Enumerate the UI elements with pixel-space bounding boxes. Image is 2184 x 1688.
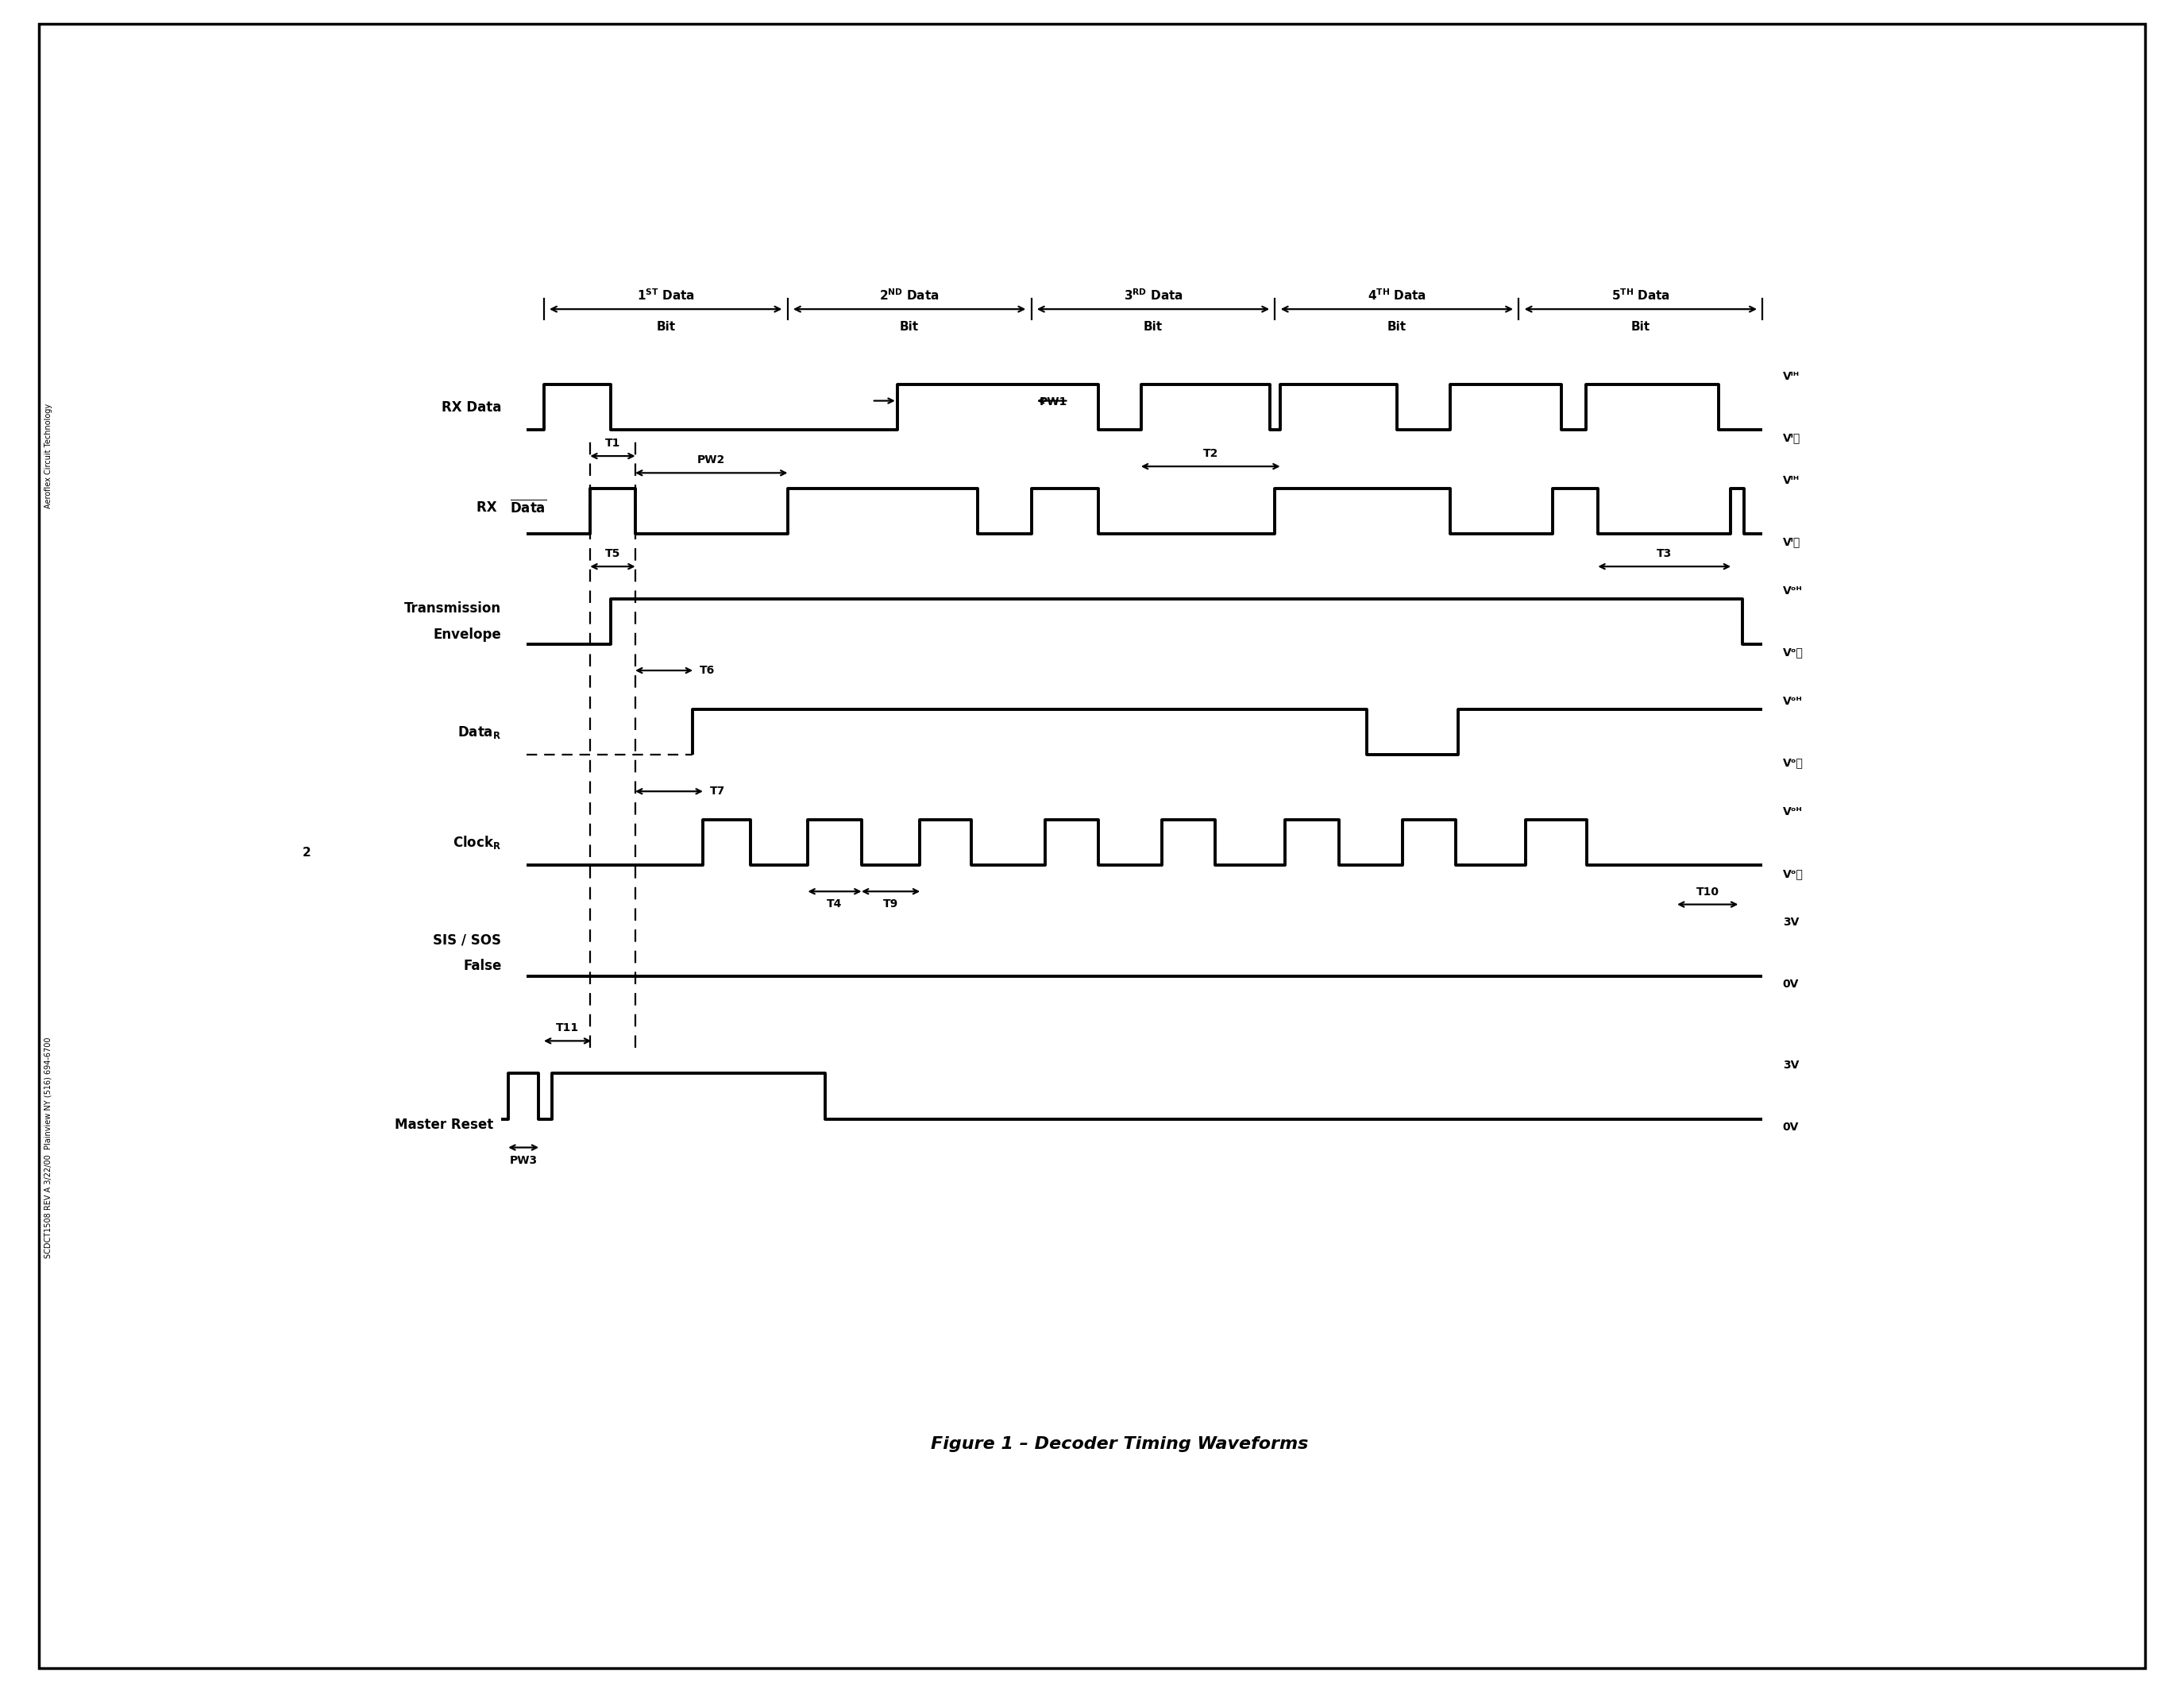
Text: Envelope: Envelope	[432, 628, 502, 641]
Text: T7: T7	[710, 787, 725, 797]
Text: Figure 1 – Decoder Timing Waveforms: Figure 1 – Decoder Timing Waveforms	[930, 1436, 1308, 1452]
Text: 4$^{\mathbf{TH}}$ Data: 4$^{\mathbf{TH}}$ Data	[1367, 287, 1426, 302]
Text: Vᴵ᰹: Vᴵ᰹	[1782, 432, 1800, 444]
Text: False: False	[463, 959, 502, 974]
Text: T10: T10	[1697, 886, 1719, 898]
Text: 3$^{\mathbf{RD}}$ Data: 3$^{\mathbf{RD}}$ Data	[1123, 287, 1184, 302]
Text: RX Data: RX Data	[441, 400, 502, 415]
Text: T1: T1	[605, 437, 620, 449]
Text: 5$^{\mathbf{TH}}$ Data: 5$^{\mathbf{TH}}$ Data	[1612, 287, 1671, 302]
Text: 3V: 3V	[1782, 1060, 1800, 1070]
Text: 2: 2	[304, 846, 310, 859]
Text: Transmission: Transmission	[404, 601, 502, 616]
Text: 0V: 0V	[1782, 1121, 1800, 1133]
Text: Aeroflex Circuit Technology: Aeroflex Circuit Technology	[44, 403, 52, 508]
Text: PW3: PW3	[509, 1155, 537, 1166]
Text: Bit: Bit	[655, 321, 675, 333]
Text: Vᴵ᰹: Vᴵ᰹	[1782, 537, 1800, 547]
Text: $\overline{\mathbf{Data}}$: $\overline{\mathbf{Data}}$	[509, 500, 546, 515]
Text: Vᵒ᰹: Vᵒ᰹	[1782, 647, 1804, 658]
Text: Vᵒᴴ: Vᵒᴴ	[1782, 586, 1802, 596]
Text: 1$^{\mathbf{ST}}$ Data: 1$^{\mathbf{ST}}$ Data	[638, 287, 695, 302]
Text: T6: T6	[699, 665, 714, 675]
Text: Bit: Bit	[1144, 321, 1162, 333]
Text: Bit: Bit	[900, 321, 919, 333]
Text: 2$^{\mathbf{ND}}$ Data: 2$^{\mathbf{ND}}$ Data	[880, 287, 939, 302]
Text: Vᴵᴴ: Vᴵᴴ	[1782, 474, 1800, 486]
Text: SIS / SOS: SIS / SOS	[432, 933, 502, 947]
Text: T4: T4	[828, 898, 843, 910]
Text: Clock$_{\mathbf{R}}$: Clock$_{\mathbf{R}}$	[452, 834, 502, 851]
Text: 0V: 0V	[1782, 979, 1800, 989]
Text: T5: T5	[605, 549, 620, 559]
Text: SCDCT1508 REV A 3/22/00  Plainview NY (516) 694-6700: SCDCT1508 REV A 3/22/00 Plainview NY (51…	[44, 1036, 52, 1259]
Text: Vᵒᴴ: Vᵒᴴ	[1782, 695, 1802, 707]
Text: Vᴵᴴ: Vᴵᴴ	[1782, 371, 1800, 381]
Text: PW1: PW1	[1040, 397, 1068, 407]
Text: Data$_{\mathbf{R}}$: Data$_{\mathbf{R}}$	[459, 724, 502, 739]
Text: Vᵒᴴ: Vᵒᴴ	[1782, 807, 1802, 817]
Text: 3V: 3V	[1782, 917, 1800, 928]
Text: Vᵒ᰹: Vᵒ᰹	[1782, 758, 1804, 768]
Text: T11: T11	[557, 1023, 579, 1033]
Text: T2: T2	[1203, 447, 1219, 459]
Text: T3: T3	[1658, 549, 1673, 559]
Text: Master Reset: Master Reset	[395, 1117, 494, 1133]
Text: Bit: Bit	[1387, 321, 1406, 333]
Text: T9: T9	[882, 898, 898, 910]
Text: RX: RX	[476, 500, 502, 515]
Text: Vᵒ᰹: Vᵒ᰹	[1782, 868, 1804, 879]
Text: PW2: PW2	[697, 454, 725, 466]
Text: Bit: Bit	[1631, 321, 1651, 333]
